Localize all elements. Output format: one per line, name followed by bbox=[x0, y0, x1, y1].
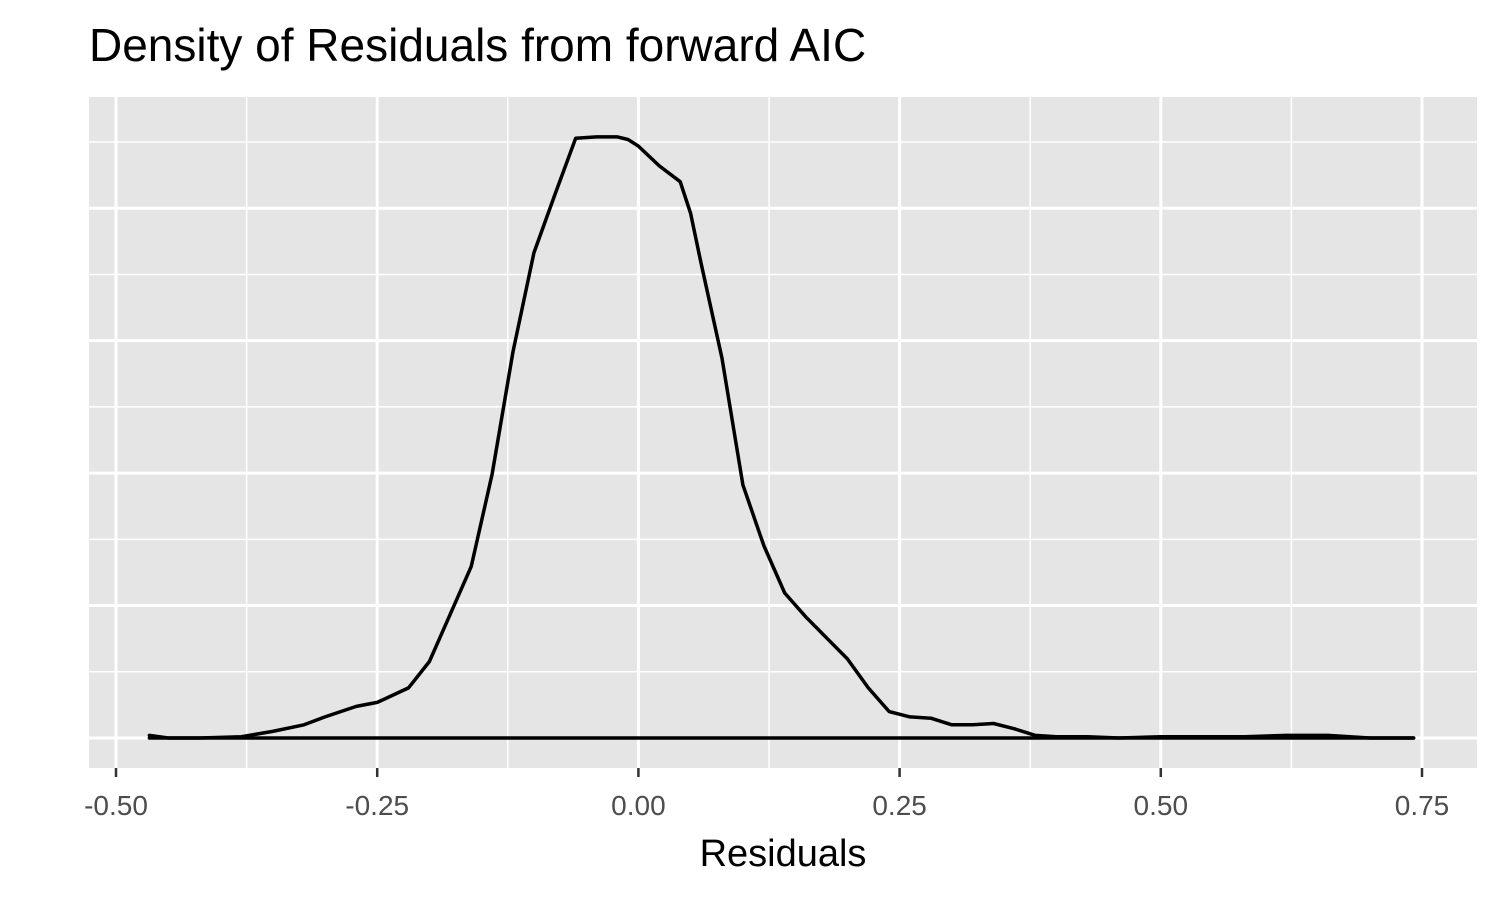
x-tick-label: -0.50 bbox=[84, 790, 148, 821]
x-tick-label: 0.25 bbox=[872, 790, 927, 821]
x-tick-label: 0.75 bbox=[1395, 790, 1450, 821]
x-tick-label: 0.50 bbox=[1134, 790, 1189, 821]
plot-panel bbox=[89, 97, 1477, 768]
chart-title: Density of Residuals from forward AIC bbox=[89, 19, 867, 71]
x-axis: -0.50 -0.25 0.00 0.25 0.50 0.75 bbox=[84, 768, 1449, 821]
grid-lines bbox=[89, 97, 1477, 768]
x-tick-label: 0.00 bbox=[611, 790, 666, 821]
series-layer bbox=[147, 135, 1416, 740]
x-tick-label: -0.25 bbox=[345, 790, 409, 821]
x-axis-title: Residuals bbox=[700, 833, 867, 875]
